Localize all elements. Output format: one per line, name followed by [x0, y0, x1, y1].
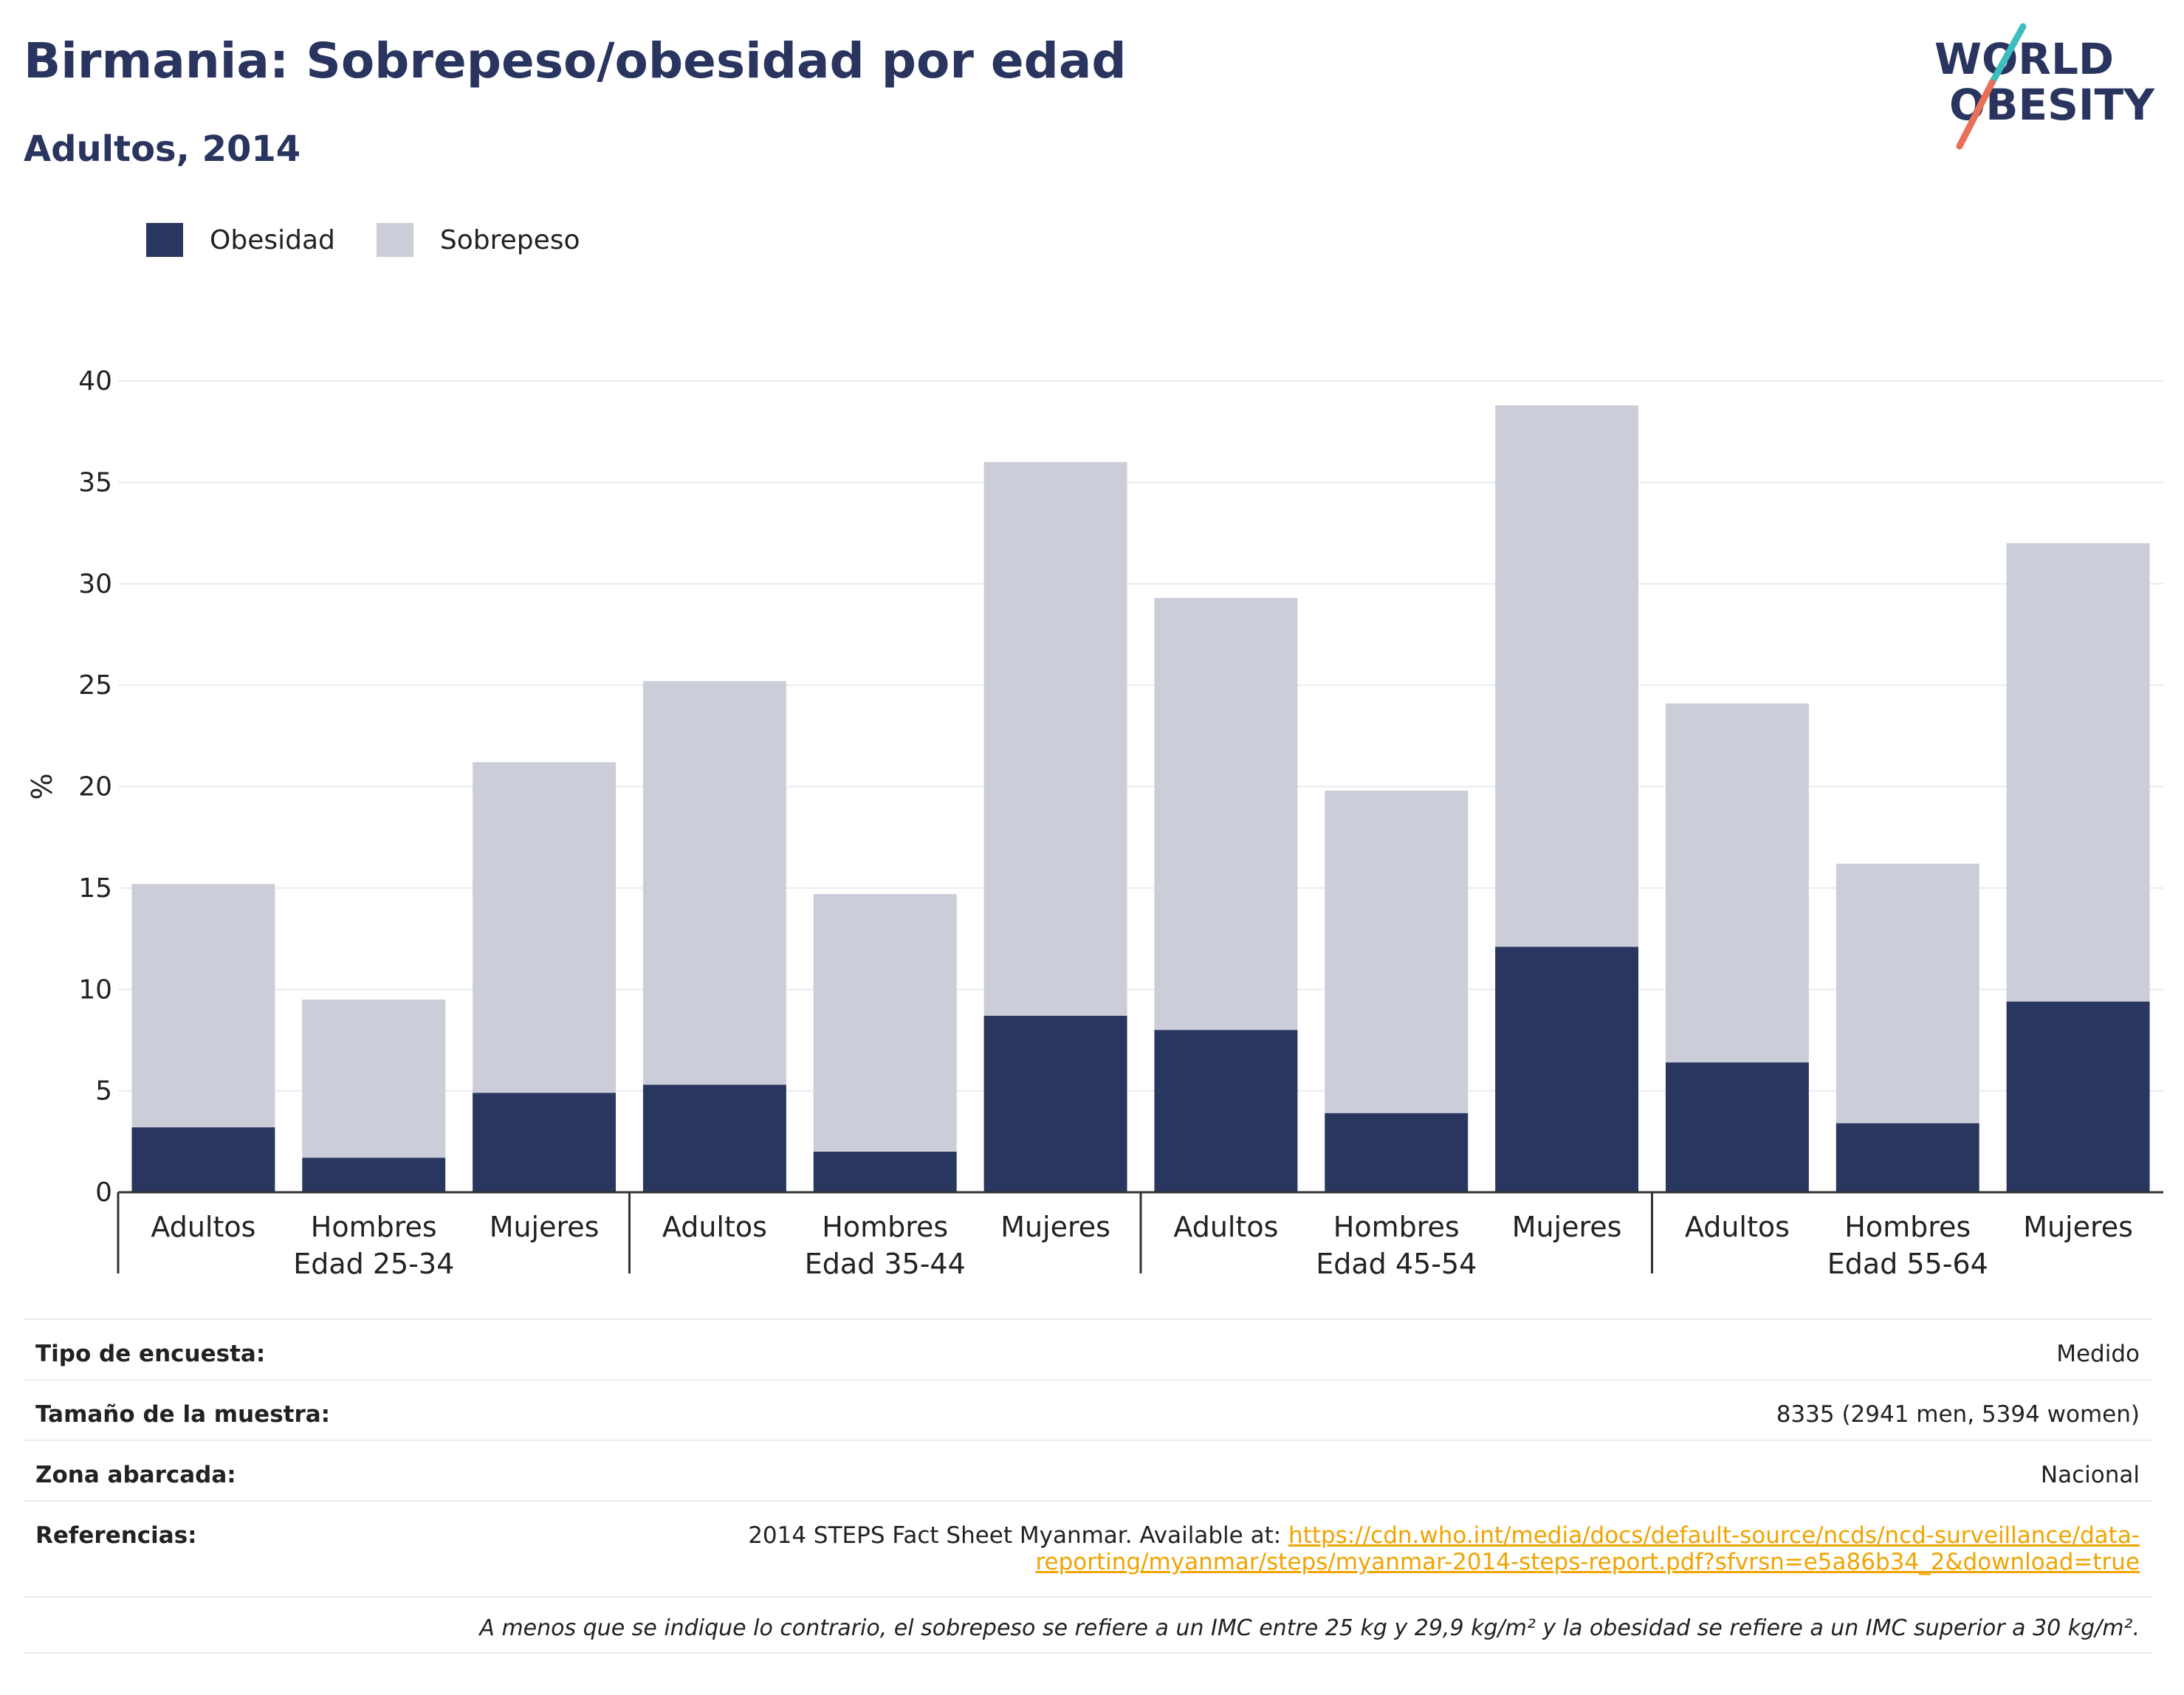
chart-subtitle: Adultos, 2014 [24, 128, 301, 170]
survey-type-label: Tipo de encuesta: [35, 1341, 266, 1367]
bar-overweight [302, 999, 446, 1158]
y-tick-label: 25 [78, 670, 112, 701]
x-tick-label: Hombres [1333, 1211, 1460, 1243]
references-label: Referencias: [35, 1522, 197, 1549]
y-tick-label: 0 [95, 1177, 112, 1208]
world-obesity-logo: WORLD OBESITY [1934, 23, 2155, 150]
bar-obesity [2006, 1001, 2150, 1192]
info-row-references: Referencias: 2014 STEPS Fact Sheet Myanm… [24, 1500, 2152, 1596]
bar-overweight [1495, 405, 1639, 947]
logo-slash-teal [1988, 23, 2027, 86]
sample-size-label: Tamaño de la muestra: [35, 1401, 331, 1428]
info-row-survey-type: Tipo de encuesta: Medido [24, 1318, 2152, 1379]
x-tick-label: Hombres [311, 1211, 437, 1243]
bar-overweight [2006, 543, 2150, 1002]
bar-obesity [1665, 1062, 1809, 1192]
x-tick-label: Adultos [662, 1211, 767, 1243]
group-label: Edad 35-44 [805, 1248, 966, 1280]
legend-label-overweight: Sobrepeso [439, 224, 580, 255]
survey-type-value: Medido [2056, 1341, 2140, 1367]
x-tick-label: Mujeres [490, 1211, 600, 1243]
survey-info-table: Tipo de encuesta: Medido Tamaño de la mu… [24, 1318, 2152, 1654]
legend-label-obesity: Obesidad [210, 224, 335, 255]
x-tick-label: Adultos [1173, 1211, 1278, 1243]
chart-legend: Obesidad Sobrepeso [146, 221, 622, 258]
info-row-area: Zona abarcada: Nacional [24, 1440, 2152, 1500]
bar-overweight [983, 461, 1127, 1016]
logo-slash-coral [1956, 79, 1996, 150]
y-tick-label: 40 [78, 366, 112, 396]
group-label: Edad 55-64 [1827, 1248, 1988, 1280]
area-value: Nacional [2040, 1462, 2140, 1488]
y-tick-label: 10 [78, 974, 112, 1005]
bar-overweight [131, 884, 275, 1128]
references-link-part1[interactable]: https://cdn.who.int/media/docs/default-s… [1288, 1522, 2140, 1549]
chart-title: Birmania: Sobrepeso/obesidad por edad [24, 32, 1127, 89]
y-tick-label: 5 [95, 1076, 112, 1107]
bar-obesity [473, 1093, 617, 1192]
group-label: Edad 25-34 [293, 1248, 454, 1280]
x-tick-label: Hombres [822, 1211, 948, 1243]
y-axis-label: % [26, 773, 58, 800]
bar-obesity [1495, 946, 1639, 1192]
x-tick-label: Mujeres [1000, 1211, 1110, 1243]
sample-size-value: 8335 (2941 men, 5394 women) [1776, 1401, 2140, 1428]
info-row-sample-size: Tamaño de la muestra: 8335 (2941 men, 53… [24, 1379, 2152, 1440]
references-link-part2[interactable]: reporting/myanmar/steps/myanmar-2014-ste… [1035, 1549, 2140, 1575]
bar-chart: 0 5 10 15 20 25 30 35 40% Adultos Hombres Mujeres Ad… [26, 366, 2163, 1280]
bar-overweight [1325, 790, 1469, 1113]
bar-overweight [1154, 597, 1298, 1031]
bar-obesity [302, 1158, 446, 1192]
x-tick-label: Mujeres [1512, 1211, 1622, 1243]
references-link[interactable]: https://cdn.who.int/media/docs/default-s… [1035, 1522, 2140, 1575]
y-tick-label: 15 [78, 873, 112, 904]
x-tick-label: Adultos [151, 1211, 255, 1243]
logo-line1: WORLD [1934, 34, 2114, 84]
y-tick-label: 30 [78, 569, 112, 599]
x-tick-label: Hombres [1844, 1211, 1971, 1243]
bar-overweight [642, 681, 786, 1085]
bar-overweight [1836, 863, 1979, 1124]
references-value: 2014 STEPS Fact Sheet Myanmar. Available… [748, 1522, 2140, 1596]
bar-obesity [1154, 1030, 1298, 1192]
footnote: A menos que se indique lo contrario, el … [24, 1596, 2152, 1654]
bar-obesity [813, 1152, 957, 1192]
area-label: Zona abarcada: [35, 1462, 236, 1488]
legend-swatch-overweight [376, 223, 413, 257]
x-tick-label: Adultos [1685, 1211, 1790, 1243]
bar-obesity [983, 1015, 1127, 1192]
bar-obesity [131, 1127, 275, 1192]
references-text: 2014 STEPS Fact Sheet Myanmar. Available… [748, 1522, 1289, 1549]
y-tick-label: 20 [78, 772, 112, 802]
bar-obesity [642, 1084, 786, 1192]
bar-overweight [813, 894, 957, 1152]
group-label: Edad 45-54 [1316, 1248, 1477, 1280]
bar-obesity [1836, 1123, 1979, 1192]
legend-swatch-obesity [146, 223, 183, 257]
x-tick-label: Mujeres [2023, 1211, 2133, 1243]
bar-obesity [1325, 1113, 1469, 1192]
bar-overweight [473, 762, 617, 1093]
bar-overweight [1665, 703, 1809, 1063]
y-tick-label: 35 [78, 467, 112, 498]
